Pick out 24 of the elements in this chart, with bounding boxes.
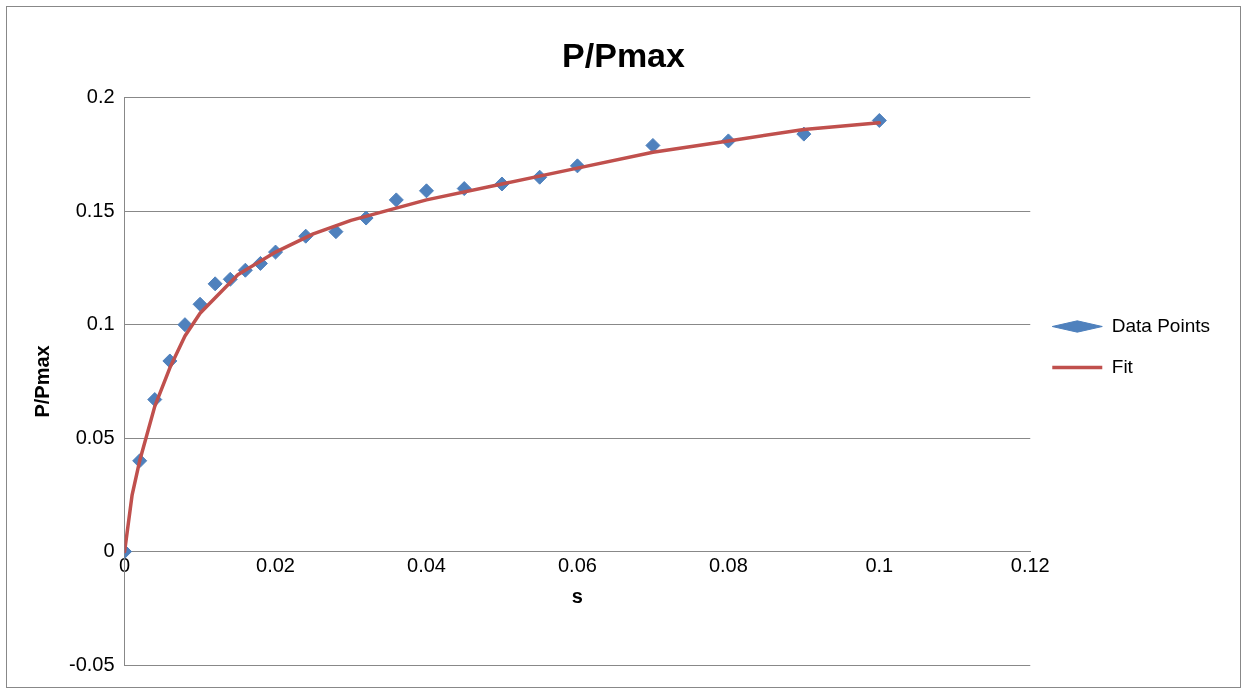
chart-title: P/Pmax [562,35,686,74]
point [328,224,344,240]
x-tick-label: 0.1 [865,554,894,577]
y-tick-label: 0.2 [86,85,115,108]
x-tick-label: 0.08 [708,554,748,577]
x-tick-label: 0.06 [557,554,597,577]
point [192,296,208,312]
y-tick-label: -0.05 [68,652,115,675]
y-tick-label: 0.05 [75,425,115,448]
x-tick-label: 0.12 [1010,554,1050,577]
point [207,276,223,292]
legend-label: Fit [1111,355,1134,377]
y-tick-label: 0.15 [75,198,115,221]
x-tick-label: 0.02 [256,554,295,577]
point [645,137,661,153]
x-axis-title: s [571,585,583,608]
y-axis-title: P/Pmax [30,345,53,418]
y-tick-label: 0 [103,539,115,562]
y-tick-label: 0.1 [86,312,115,335]
point [177,317,193,333]
legend-label: Data Points [1111,314,1211,336]
point [388,192,404,208]
point [418,183,434,199]
x-tick-label: 0.04 [407,554,446,577]
